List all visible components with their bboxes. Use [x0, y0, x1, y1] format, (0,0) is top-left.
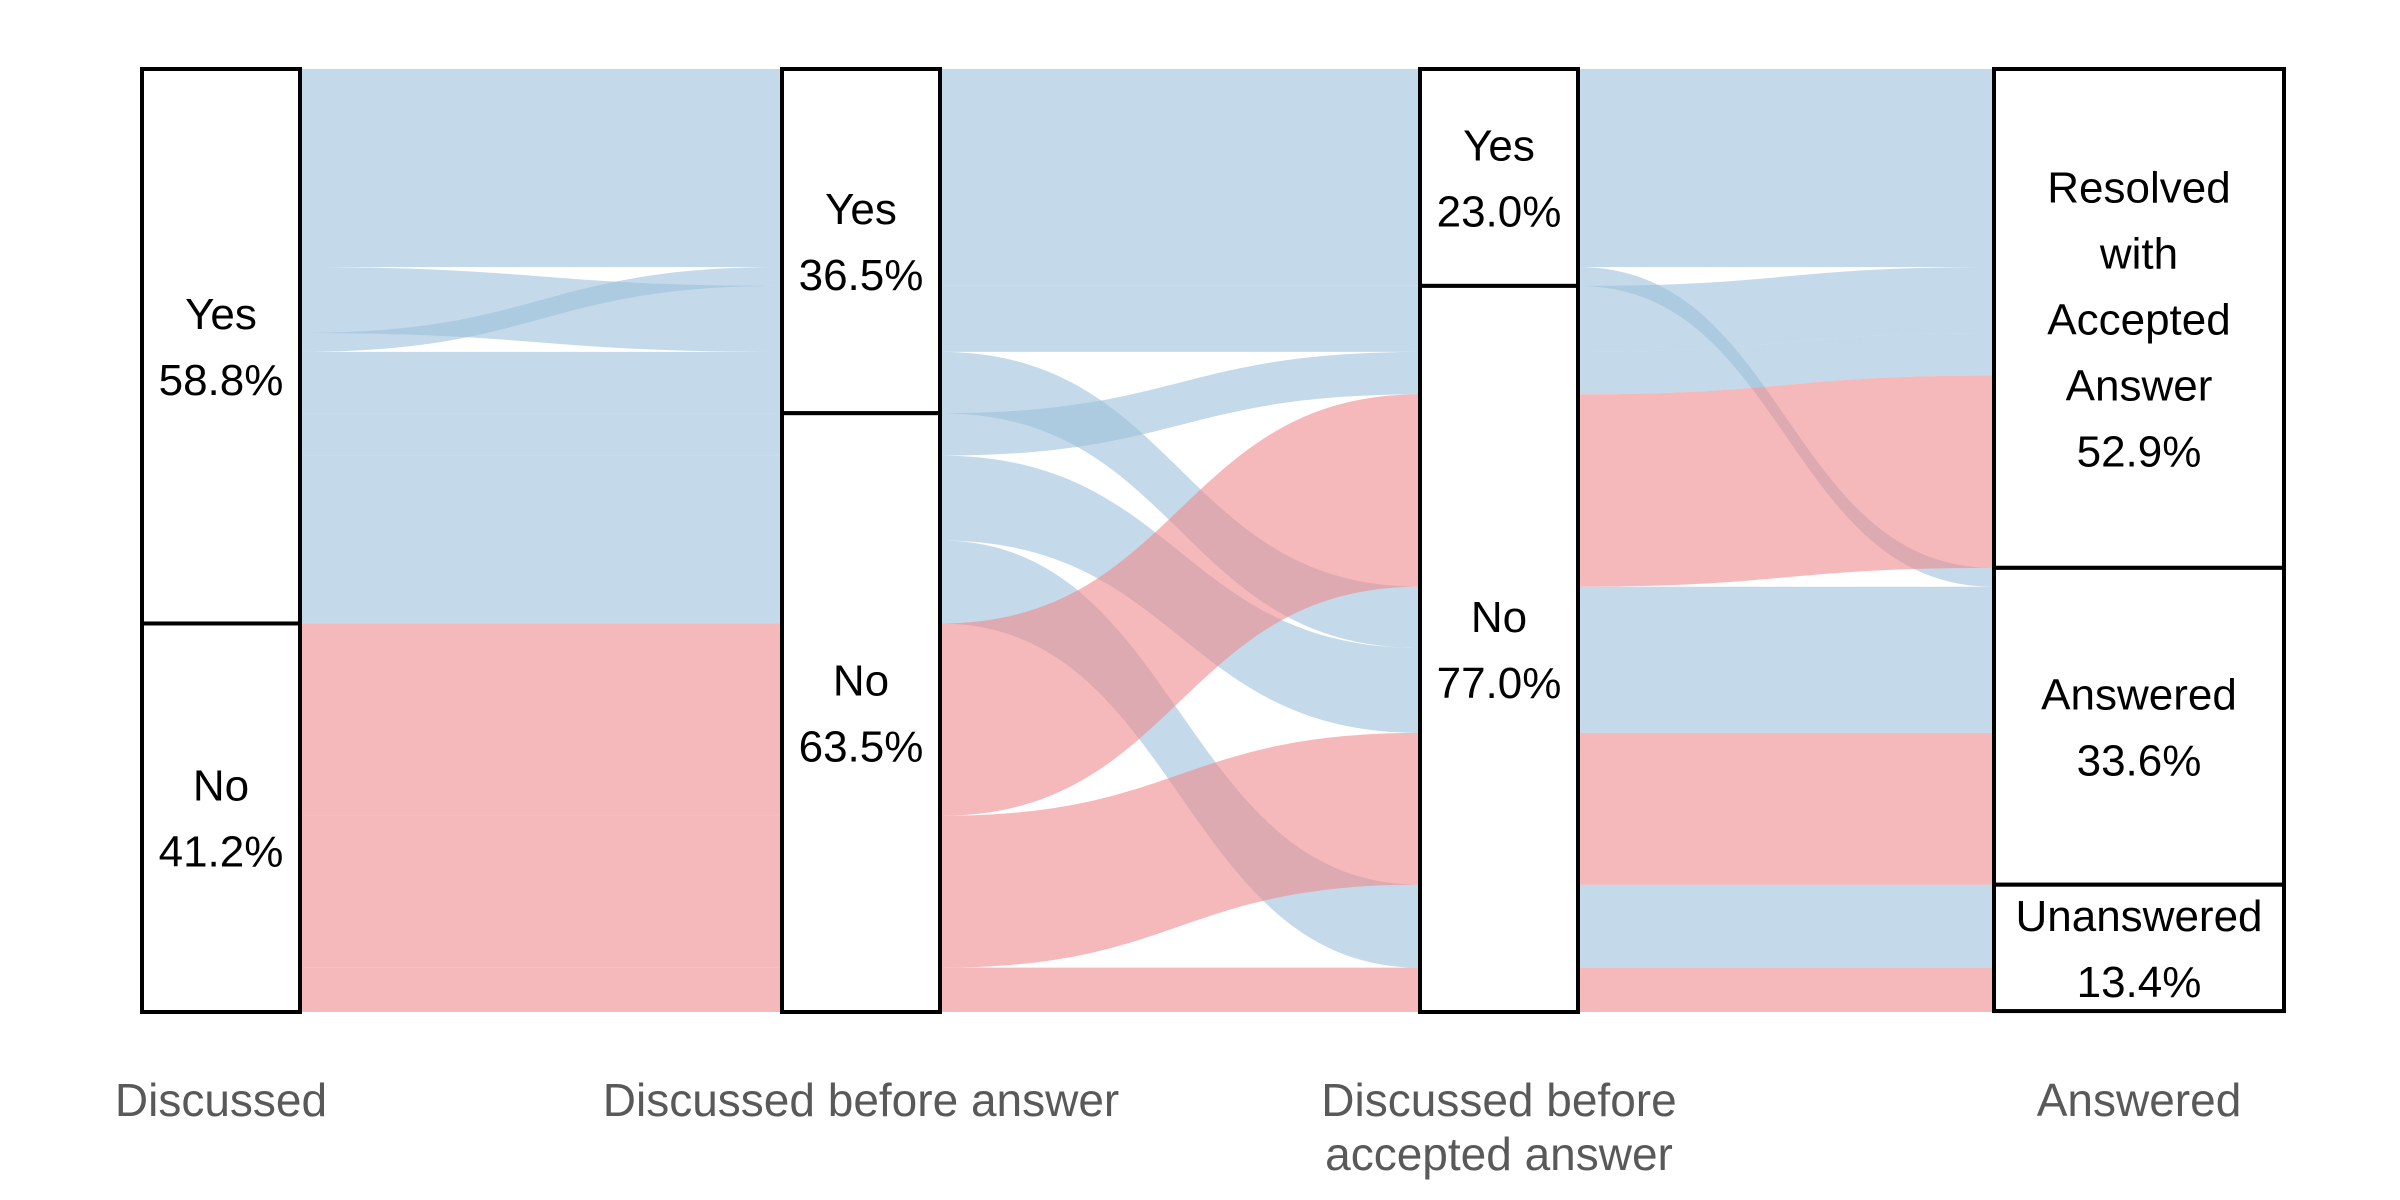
flow-ribbon-yes-3: [1578, 586, 1994, 649]
flow-ribbon-yes-3: [1578, 69, 1994, 268]
stratum-label-yes: Yes: [825, 185, 897, 234]
stratum-label-yes: 23.0%: [1437, 187, 1562, 236]
stratum-label-unanswered: 13.4%: [2077, 958, 2202, 1007]
flow-ribbon-yes-1: [300, 540, 782, 624]
stratum-box-resolved-with-accepted-answer: [1992, 67, 2286, 570]
stratum-label-yes: 36.5%: [799, 251, 924, 300]
stratum-label-no: No: [833, 657, 889, 706]
stratum-label-no: 63.5%: [799, 723, 924, 772]
flow-ribbon-no-1: [300, 623, 782, 816]
flow-ribbon-no-3: [1578, 967, 1994, 1012]
stratum-label-answered: Answered: [2041, 670, 2237, 719]
flow-ribbon-no-1: [300, 815, 782, 968]
flow-ribbon-yes-3: [1578, 333, 1994, 395]
stratum-label-resolved-with-accepted-answer: with: [2099, 229, 2178, 278]
axis-labels-layer: Discussed Discussed before answer Discusse…: [115, 1074, 2241, 1180]
stratum-box-yes: [780, 67, 942, 416]
flow-ribbon-yes-3: [1578, 884, 1994, 968]
axis-label: Answered: [2037, 1074, 2242, 1126]
axis-label: Discussed: [115, 1074, 327, 1126]
stratum-label-no: No: [1471, 593, 1527, 642]
stratum-label-unanswered: Unanswered: [2015, 892, 2262, 941]
stratum-label-resolved-with-accepted-answer: 52.9%: [2077, 427, 2202, 476]
axis-label: Discussed before answer: [603, 1074, 1119, 1126]
stratum-label-yes: 58.8%: [159, 356, 284, 405]
flow-ribbon-no-2: [940, 394, 1420, 816]
flow-ribbon-yes-1: [300, 69, 782, 268]
axis-label: Discussed before: [1321, 1074, 1676, 1126]
flow-ribbon-yes-3: [1578, 648, 1994, 733]
flows-layer: [300, 69, 1994, 1012]
flow-ribbon-yes-3: [1578, 267, 1994, 352]
stratum-label-yes: Yes: [185, 290, 257, 339]
stratum-box-no: [140, 621, 302, 1014]
stratum-box-unanswered: [1992, 882, 2286, 1014]
stratum-label-resolved-with-accepted-answer: Accepted: [2047, 295, 2230, 344]
axis-label: accepted answer: [1325, 1128, 1673, 1180]
flow-ribbon-no-3: [1578, 375, 1994, 587]
stratum-label-answered: 33.6%: [2077, 736, 2202, 785]
stratum-box-answered: [1992, 565, 2286, 887]
stratum-box-yes: [1418, 67, 1580, 288]
stratum-label-no: 77.0%: [1437, 659, 1562, 708]
flow-ribbon-yes-1: [300, 413, 782, 456]
flow-ribbon-yes-2: [940, 351, 1420, 456]
stratum-box-no: [1418, 283, 1580, 1014]
flow-ribbon-yes-2: [940, 267, 1420, 286]
flow-ribbon-yes-1: [300, 267, 782, 352]
stratum-label-no: 41.2%: [159, 828, 284, 877]
flow-ribbon-yes-2: [940, 69, 1420, 268]
flow-ribbon-no-1: [300, 967, 782, 1012]
stratum-label-yes: Yes: [1463, 121, 1535, 170]
stratum-label-no: No: [193, 762, 249, 811]
flow-ribbon-yes-1: [300, 455, 782, 541]
flow-ribbon-no-2: [940, 967, 1420, 1012]
stratum-box-yes: [140, 67, 302, 626]
stratum-label-resolved-with-accepted-answer: Answer: [2066, 361, 2213, 410]
nodes-layer: Yes 58.8% No 41.2% Yes 36.5% No 63.5% Yes 23.0% No…: [140, 67, 2286, 1014]
stratum-label-resolved-with-accepted-answer: Resolved: [2047, 163, 2230, 212]
flow-ribbon-no-3: [1578, 732, 1994, 885]
flow-ribbon-yes-2: [940, 285, 1420, 352]
stratum-box-no: [780, 411, 942, 1014]
flow-ribbon-yes-1: [300, 351, 782, 414]
flow-ribbon-no-2: [940, 732, 1420, 968]
